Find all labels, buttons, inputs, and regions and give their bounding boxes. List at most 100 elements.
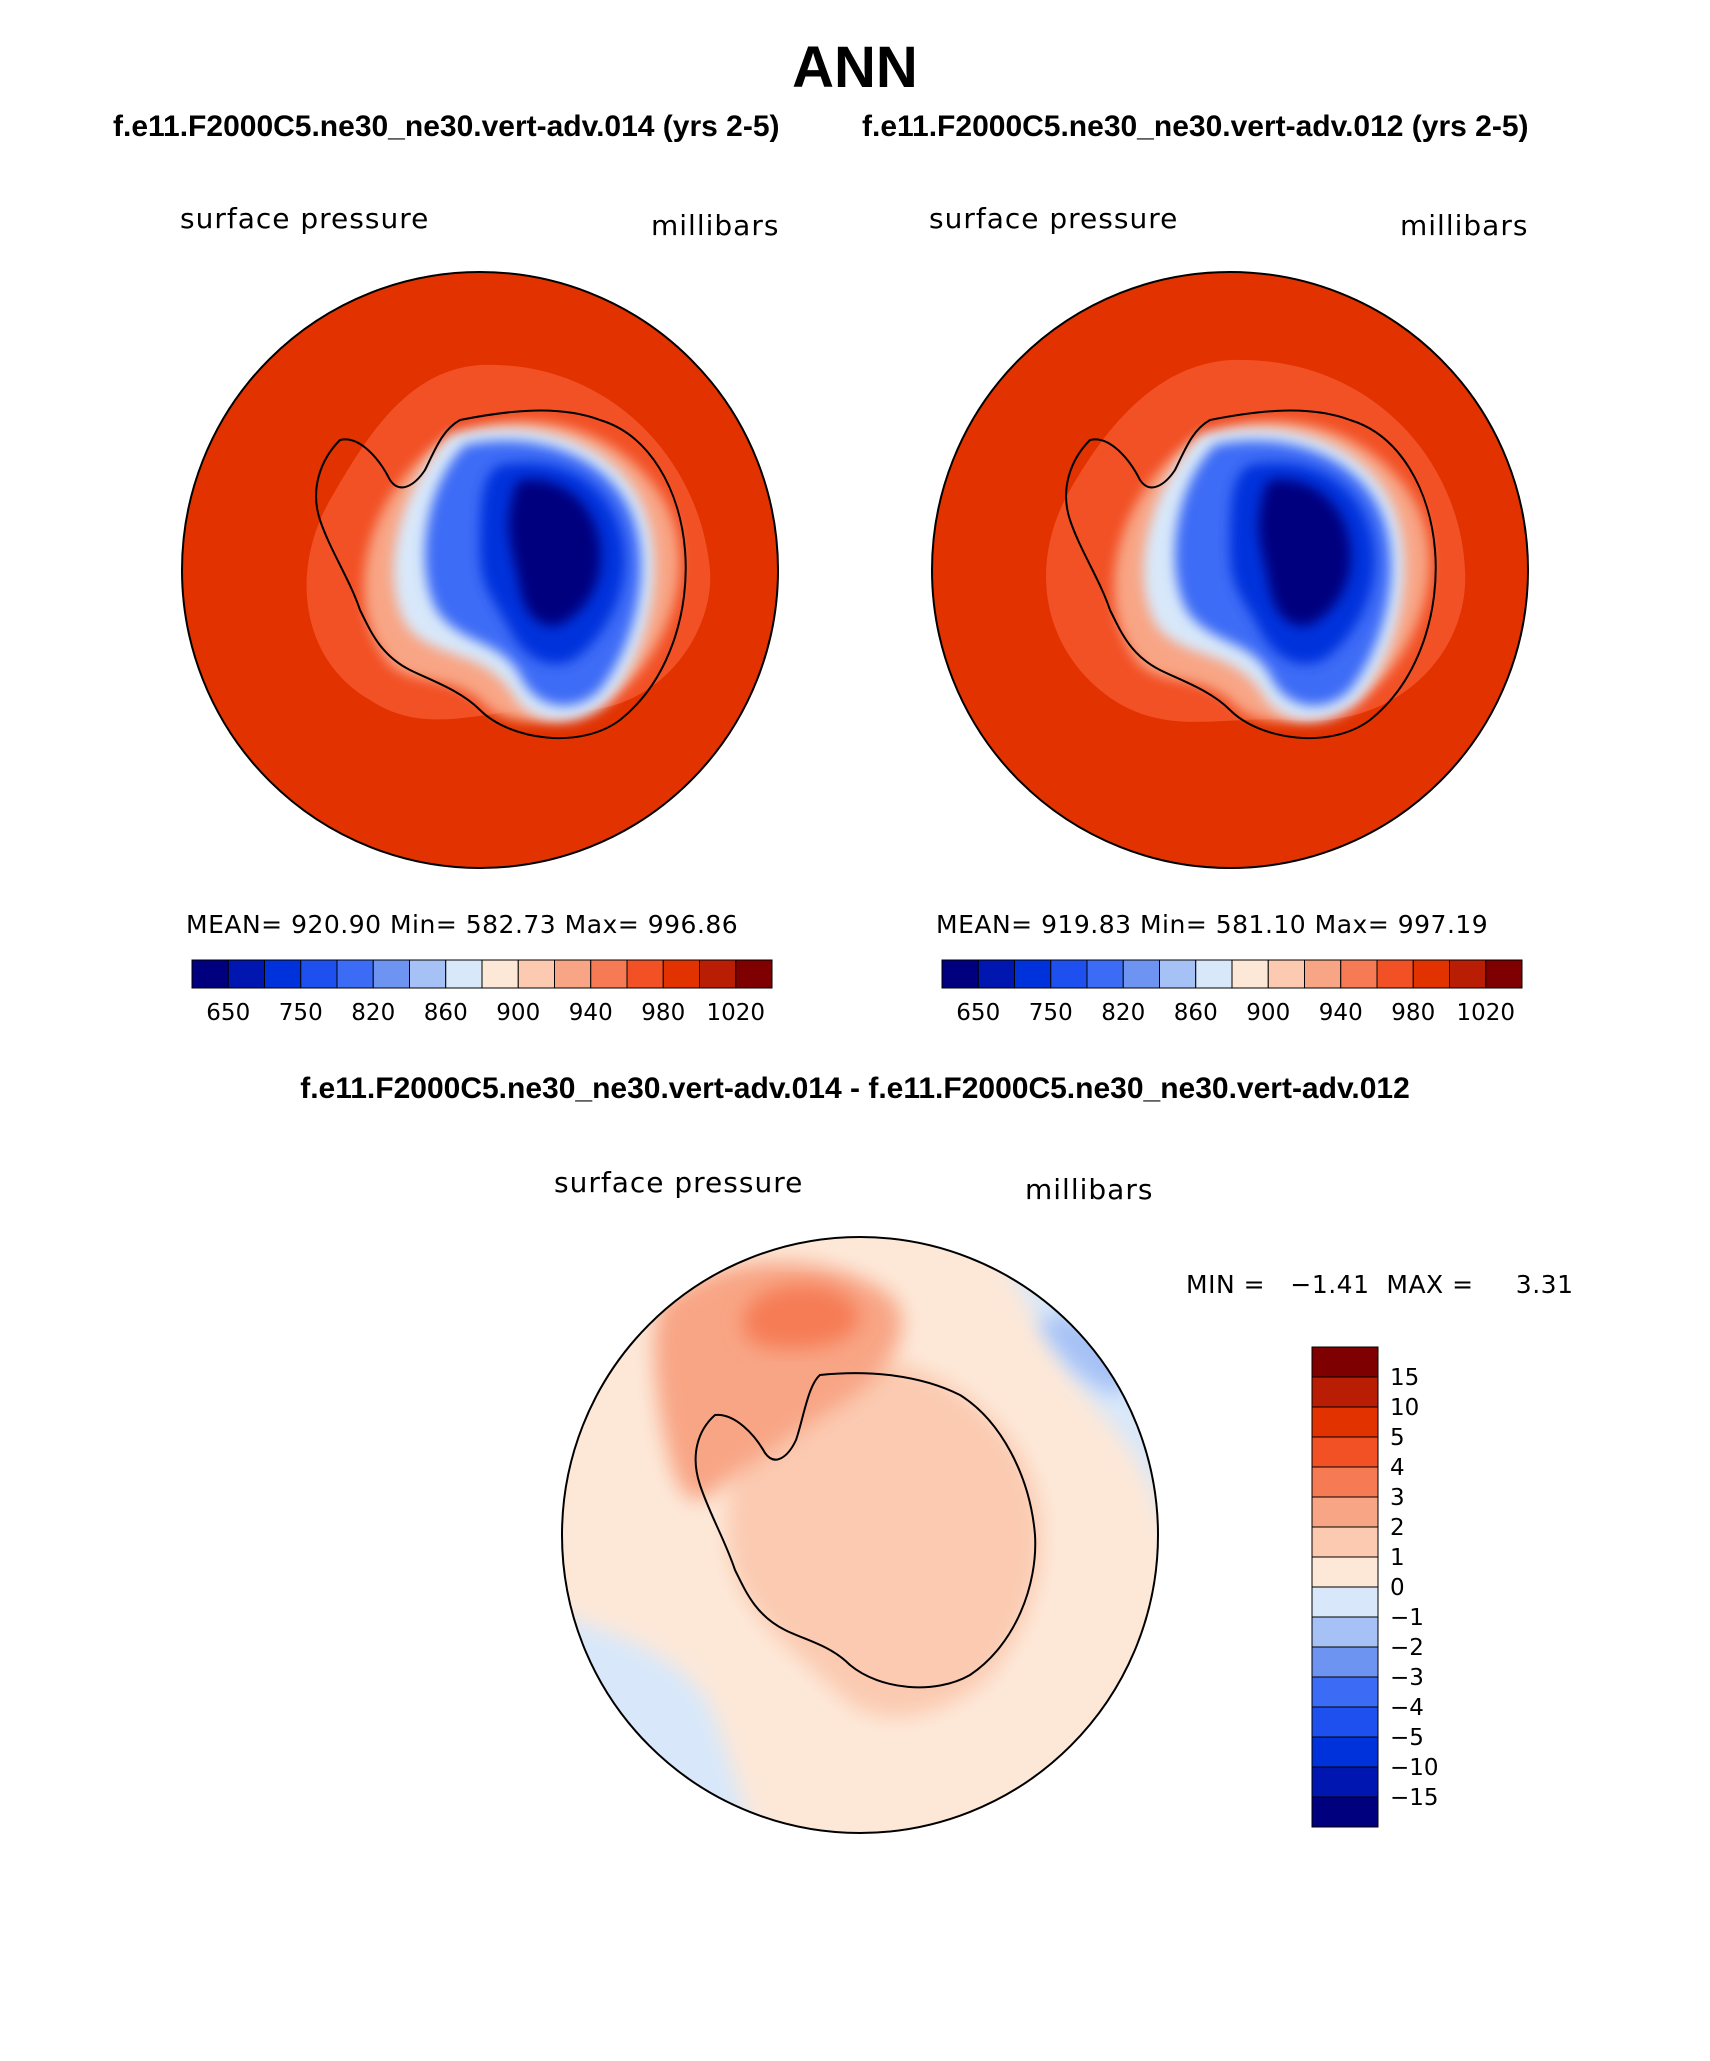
colorbar-swatch-1 [227, 959, 265, 989]
map-boundary [561, 1236, 1159, 1834]
map-boundary [931, 271, 1529, 869]
colorbar-tick-label: −15 [1390, 1785, 1439, 1811]
colorbar-swatch-1 [1311, 1376, 1379, 1408]
colorbar-swatch-0 [941, 959, 979, 989]
colorbar-tick-label: 940 [569, 1000, 613, 1026]
colorbar-tick-label: 820 [351, 1000, 395, 1026]
colorbar-swatch-3 [1311, 1436, 1379, 1468]
colorbar-tick-label: 0 [1390, 1575, 1405, 1601]
colorbar-tick-label: 2 [1390, 1515, 1405, 1541]
colorbar-swatch-10 [1304, 959, 1342, 989]
colorbar-swatch-0 [191, 959, 229, 989]
colorbar-swatch-11 [590, 959, 628, 989]
colorbar-tick-label: 860 [424, 1000, 468, 1026]
colorbar-swatch-15 [735, 959, 773, 989]
antarctica-coastline [694, 1372, 1037, 1689]
colorbar-swatch-3 [1050, 959, 1088, 989]
colorbar-swatch-13 [662, 959, 700, 989]
colorbar-swatch-9 [1311, 1616, 1379, 1648]
colorbar-tick-label: 750 [1029, 1000, 1073, 1026]
colorbar-swatch-14 [1449, 959, 1487, 989]
main-title: ANN [792, 35, 918, 100]
colorbar-swatch-2 [264, 959, 302, 989]
colorbar-swatch-6 [409, 959, 447, 989]
colorbar-swatch-7 [1311, 1556, 1379, 1588]
colorbar-swatch-12 [1311, 1706, 1379, 1738]
colorbar-swatch-8 [1231, 959, 1269, 989]
colorbar-swatch-15 [1485, 959, 1523, 989]
colorbar-tick-label: 4 [1390, 1455, 1405, 1481]
colorbar-swatch-12 [626, 959, 664, 989]
case-title-left: f.e11.F2000C5.ne30_ne30.vert-adv.014 (yr… [113, 110, 780, 143]
colorbar-tick-label: 3 [1390, 1485, 1405, 1511]
stats-left: MEAN= 920.90 Min= 582.73 Max= 996.86 [186, 910, 739, 939]
difference-title: f.e11.F2000C5.ne30_ne30.vert-adv.014 - f… [300, 1072, 1410, 1105]
diff-minmax: MIN = −1.41 MAX = 3.31 [1186, 1270, 1574, 1299]
colorbar-tick-label: −1 [1390, 1605, 1424, 1631]
colorbar-tick-label: 980 [1391, 1000, 1435, 1026]
colorbar-swatch-11 [1311, 1676, 1379, 1708]
colorbar-swatch-13 [1311, 1736, 1379, 1768]
colorbar-tick-label: 750 [279, 1000, 323, 1026]
colorbar-swatch-2 [1014, 959, 1052, 989]
colorbar-tick-label: 15 [1390, 1365, 1419, 1391]
colorbar-swatch-13 [1412, 959, 1450, 989]
colorbar-tick-label: −4 [1390, 1695, 1424, 1721]
colorbar-swatch-10 [554, 959, 592, 989]
colorbar-left: 650 750 820 860 900 940 980 1020 [191, 959, 773, 1026]
variable-label-left: surface pressure [180, 202, 430, 235]
colorbar-swatch-2 [1311, 1406, 1379, 1438]
colorbar-swatch-4 [1086, 959, 1124, 989]
colorbar-tick-label: 820 [1101, 1000, 1145, 1026]
colorbar-swatch-10 [1311, 1646, 1379, 1678]
colorbar-right: 650 750 820 860 900 940 980 1020 [941, 959, 1523, 1026]
colorbar-tick-label: 5 [1390, 1425, 1405, 1451]
colorbar-tick-label: 1020 [706, 1000, 765, 1026]
colorbar-tick-label: 940 [1319, 1000, 1363, 1026]
map-panel-left [181, 271, 779, 869]
colorbar-swatch-14 [1311, 1766, 1379, 1798]
colorbar-swatch-0 [1311, 1346, 1379, 1378]
colorbar-swatch-14 [699, 959, 737, 989]
colorbar-swatch-7 [445, 959, 483, 989]
colorbar-swatch-7 [1195, 959, 1233, 989]
antarctica-coastline [315, 409, 687, 740]
field-ice-650 [1258, 479, 1351, 626]
colorbar-swatch-9 [1267, 959, 1305, 989]
map-panel-diff [561, 1236, 1159, 1834]
map-panel-right [931, 271, 1529, 869]
colorbar-swatch-8 [481, 959, 519, 989]
field-diff-1-2 [727, 1356, 1042, 1717]
colorbar-tick-label: −5 [1390, 1725, 1424, 1751]
colorbar-swatch-5 [1311, 1496, 1379, 1528]
colorbar-swatch-9 [517, 959, 555, 989]
colorbar-tick-label: 10 [1390, 1395, 1419, 1421]
colorbar-tick-label: 900 [1246, 1000, 1290, 1026]
colorbar-tick-label: −10 [1390, 1755, 1439, 1781]
colorbar-swatch-4 [336, 959, 374, 989]
colorbar-tick-label: 650 [206, 1000, 250, 1026]
stats-right: MEAN= 919.83 Min= 581.10 Max= 997.19 [936, 910, 1489, 939]
colorbar-tick-label: 980 [641, 1000, 685, 1026]
colorbar-swatch-5 [372, 959, 410, 989]
units-label-right: millibars [1400, 209, 1529, 242]
variable-label-right: surface pressure [929, 202, 1179, 235]
case-title-right: f.e11.F2000C5.ne30_ne30.vert-adv.012 (yr… [862, 110, 1529, 143]
colorbar-swatch-6 [1159, 959, 1197, 989]
colorbar-swatch-1 [977, 959, 1015, 989]
colorbar-swatch-4 [1311, 1466, 1379, 1498]
colorbar-swatch-8 [1311, 1586, 1379, 1618]
colorbar-swatch-11 [1340, 959, 1378, 989]
colorbar-tick-label: 650 [956, 1000, 1000, 1026]
colorbar-swatch-5 [1122, 959, 1160, 989]
variable-label-diff: surface pressure [554, 1166, 804, 1199]
colorbar-tick-label: −2 [1390, 1635, 1424, 1661]
antarctica-coastline [1065, 409, 1437, 740]
colorbar-tick-label: 860 [1174, 1000, 1218, 1026]
colorbar-swatch-15 [1311, 1796, 1379, 1828]
colorbar-tick-label: 1020 [1456, 1000, 1515, 1026]
field-ice-650 [508, 479, 601, 626]
map-boundary [181, 271, 779, 869]
colorbar-tick-label: −3 [1390, 1665, 1424, 1691]
